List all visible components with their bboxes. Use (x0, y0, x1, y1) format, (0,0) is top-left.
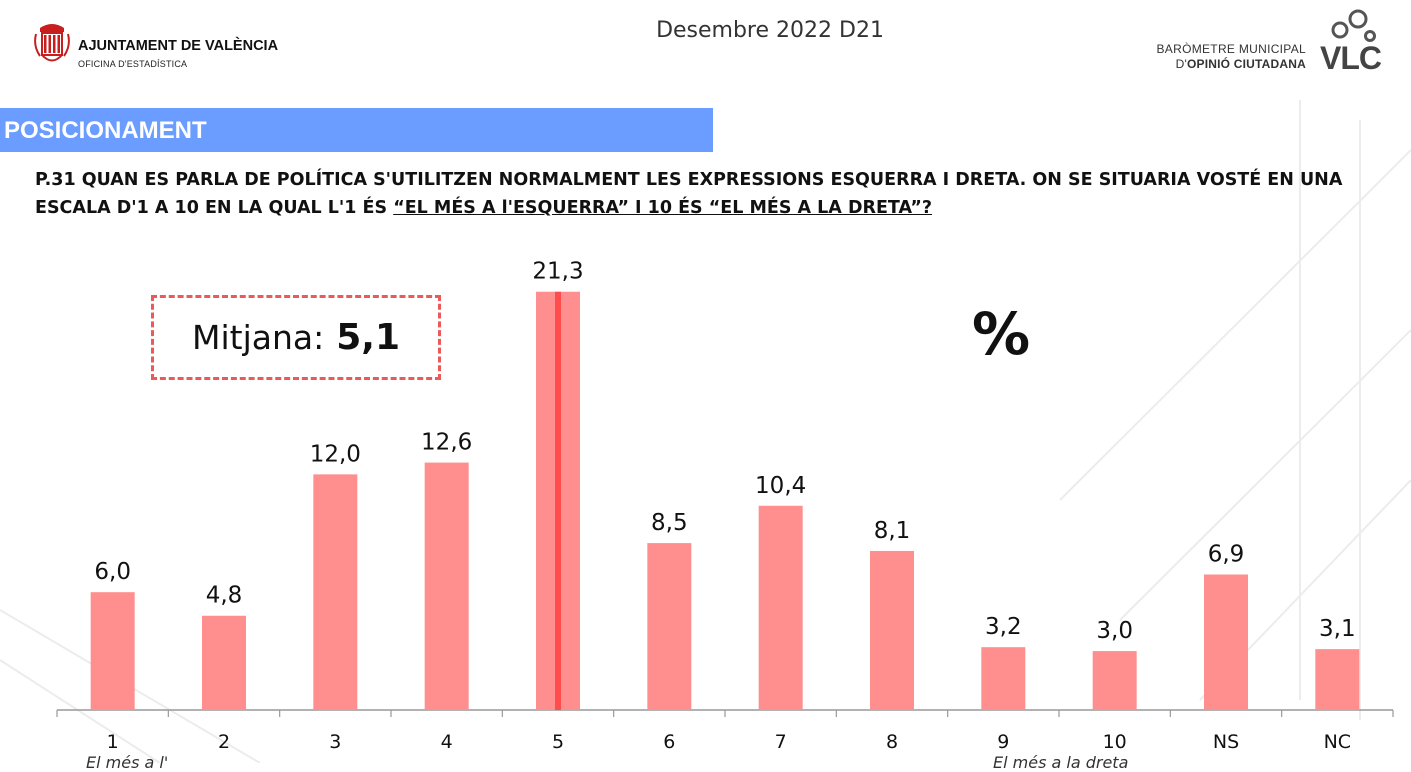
ajuntament-logo: AJUNTAMENT DE VALÈNCIA OFICINA D'ESTADÍS… (32, 22, 292, 72)
bar-4 (424, 462, 469, 710)
barometre-dots-icon (1331, 9, 1376, 42)
barometre-logo: BARÒMETRE MUNICIPAL D'OPINIÓ CIUTADANA V… (1157, 8, 1392, 76)
bar-value-label: 8,5 (651, 510, 688, 536)
bar-value-label: 12,6 (421, 430, 472, 456)
unit-label: % (972, 300, 1031, 368)
bar-value-label: 3,1 (1319, 616, 1356, 642)
bar-value-label: 4,8 (206, 583, 243, 609)
bar-8 (870, 550, 914, 710)
bar-value-label: 6,0 (94, 559, 131, 585)
question-underlined: “EL MÉS A l'ESQUERRA” I 10 ÉS “EL MÉS A … (393, 198, 933, 218)
x-tick-label: NS (1213, 731, 1239, 753)
bar-7 (758, 505, 803, 710)
city-crest-icon (34, 24, 70, 62)
x-tick-label: 6 (663, 731, 675, 753)
bar-3 (313, 474, 358, 710)
question-main: P.31 QUAN ES PARLA DE POLÍTICA S'UTILITZ… (35, 170, 1343, 218)
section-title: POSICIONAMENT (4, 117, 207, 144)
x-tick-label: 5 (552, 731, 564, 753)
barometre-vlc-mark: VLC (1320, 40, 1382, 76)
mean-box: Mitjana: 5,1 (151, 295, 441, 380)
barometre-line2-prefix: D' (1175, 57, 1188, 71)
bar-6 (647, 543, 692, 710)
bar-highlight-line (555, 291, 561, 710)
question-text: P.31 QUAN ES PARLA DE POLÍTICA S'UTILITZ… (35, 166, 1395, 222)
x-tick-label: 2 (218, 731, 230, 753)
bar-value-label: 8,1 (874, 518, 911, 544)
bar-10 (1092, 651, 1137, 710)
x-tick-label: 7 (775, 731, 787, 753)
mean-label: Mitjana: (191, 318, 325, 357)
mean-value: 5,1 (336, 317, 400, 358)
bar-value-label: 3,2 (985, 614, 1022, 640)
bar-value-label: 6,9 (1208, 542, 1245, 568)
bar-value-label: 21,3 (532, 259, 583, 285)
org-name: AJUNTAMENT DE VALÈNCIA (78, 38, 279, 54)
report-date: Desembre 2022 D21 (656, 18, 884, 43)
bar-9 (981, 647, 1026, 710)
barometre-line2-bold: OPINIÓ CIUTADANA (1187, 57, 1306, 71)
x-tick-label: 3 (329, 731, 341, 753)
bar-2 (202, 615, 246, 710)
bar-value-label: 3,0 (1096, 618, 1133, 644)
bar-NS (1204, 574, 1248, 710)
x-tick-label: 4 (441, 731, 453, 753)
bar-value-label: 10,4 (755, 473, 806, 499)
org-subtitle: OFICINA D'ESTADÍSTICA (78, 59, 188, 69)
bar-chart-svg: 6,0 1 4,8 2 12,0 3 12,6 4 21,3 5 8,5 6 10,4 7 8,1 8 3,2 9… (56, 259, 1394, 753)
bar-chart: 6,0 1 4,8 2 12,0 3 12,6 4 21,3 5 8,5 6 10,4 7 8,1 8 3,2 9… (0, 230, 1411, 763)
barometre-line2: D'OPINIÓ CIUTADANA (1176, 57, 1306, 71)
x-tick-label: 10 (1103, 731, 1127, 753)
x-tick-label: NC (1324, 731, 1351, 753)
x-tick-label: 8 (886, 731, 898, 753)
bar-NC (1315, 649, 1360, 710)
bar-1 (90, 592, 135, 710)
x-tick-label: 1 (107, 731, 119, 753)
barometre-line1: BARÒMETRE MUNICIPAL (1156, 42, 1306, 56)
x-tick-label: 9 (997, 731, 1009, 753)
bar-value-label: 12,0 (310, 441, 361, 467)
section-header-bar: POSICIONAMENT (0, 108, 713, 152)
